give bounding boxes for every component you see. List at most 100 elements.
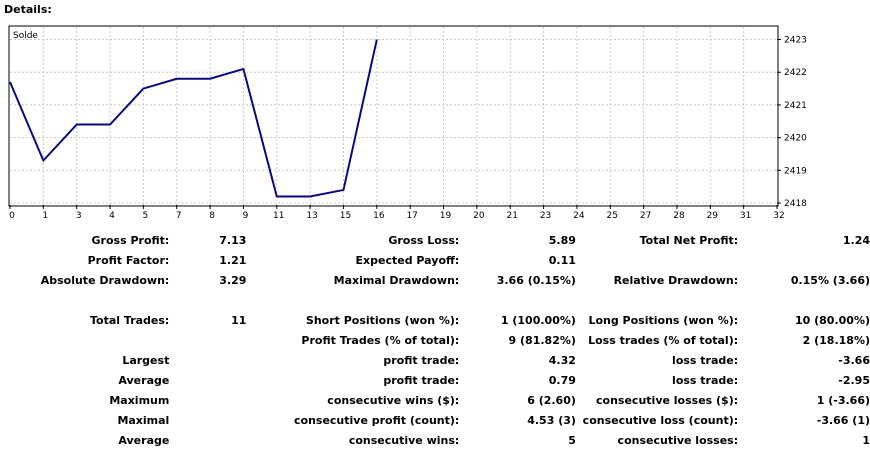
x-tick-label: 7 [176, 211, 182, 221]
average-consecutive-wins-value: 5 [568, 433, 576, 447]
long-positions-label: Long Positions (won %): [588, 313, 739, 327]
average-profit-trade-value: 0.79 [548, 373, 576, 387]
average-consecutive-losses-value: 1 [862, 433, 870, 447]
largest-loss-trade-value: -3.66 [838, 353, 870, 367]
expected-payoff-value: 0.11 [548, 253, 576, 267]
average-loss-trade-value: -2.95 [838, 373, 870, 387]
x-tick-label: 20 [473, 211, 485, 221]
y-tick-label: 2418 [784, 199, 807, 209]
details-title: Details: [4, 3, 52, 16]
chart-plot-area [8, 25, 779, 207]
maximal-label: Maximal [117, 413, 170, 427]
profit-trades-value: 9 (81.82%) [508, 333, 576, 347]
stats-row: Gross Profit: 7.13 Gross Loss: 5.89 Tota… [0, 230, 870, 250]
y-tick-label: 2419 [784, 166, 807, 176]
y-axis-ticks: 2423 2422 2421 2420 2419 2418 [777, 36, 807, 209]
x-tick-label: 1 [42, 211, 48, 221]
average-consecutive-label: Average [118, 433, 170, 447]
maximal-consecutive-loss-value: -3.66 (1) [816, 413, 870, 427]
x-tick-label: 16 [373, 211, 385, 221]
x-tick-label: 19 [440, 211, 452, 221]
x-tick-label: 8 [209, 211, 215, 221]
stats-row: Average consecutive wins: 5 consecutive … [0, 430, 870, 450]
stats-row: Total Trades: 11 Short Positions (won %)… [0, 310, 870, 330]
average-label: Average [118, 373, 170, 387]
x-tick-label: 32 [773, 211, 784, 221]
x-tick-label: 9 [243, 211, 249, 221]
x-tick-label: 23 [540, 211, 551, 221]
largest-profit-trade-label: profit trade: [383, 353, 460, 367]
average-profit-trade-label: profit trade: [383, 373, 460, 387]
profit-trades-label: Profit Trades (% of total): [301, 333, 460, 347]
max-consecutive-losses-label: consecutive losses ($): [596, 393, 739, 407]
maximal-consecutive-loss-label: consecutive loss (count): [582, 413, 739, 427]
total-trades-label: Total Trades: [90, 313, 170, 327]
chart-grid [10, 27, 777, 205]
x-tick-label: 17 [406, 211, 417, 221]
absolute-drawdown-label: Absolute Drawdown: [40, 273, 170, 287]
x-tick-label: 29 [707, 211, 719, 221]
y-tick-label: 2423 [784, 36, 807, 46]
relative-drawdown-label: Relative Drawdown: [613, 273, 739, 287]
short-positions-label: Short Positions (won %): [305, 313, 460, 327]
x-tick-label: 31 [740, 211, 751, 221]
maximal-consecutive-profit-label: consecutive profit (count): [294, 413, 460, 427]
profit-factor-label: Profit Factor: [87, 253, 170, 267]
average-consecutive-losses-label: consecutive losses: [617, 433, 739, 447]
x-tick-label: 5 [143, 211, 149, 221]
x-tick-label: 13 [306, 211, 317, 221]
stats-row: Average profit trade: 0.79 loss trade: -… [0, 370, 870, 390]
series-line-solde [9, 39, 378, 198]
x-tick-label: 3 [76, 211, 82, 221]
statistics-table: Gross Profit: 7.13 Gross Loss: 5.89 Tota… [0, 230, 870, 450]
stats-row: Maximum consecutive wins ($): 6 (2.60) c… [0, 390, 870, 410]
relative-drawdown-value: 0.15% (3.66) [790, 273, 870, 287]
loss-trades-value: 2 (18.18%) [802, 333, 870, 347]
absolute-drawdown-value: 3.29 [219, 273, 247, 287]
largest-loss-trade-label: loss trade: [672, 353, 739, 367]
stats-row: Maximal consecutive profit (count): 4.53… [0, 410, 870, 430]
y-tick-label: 2422 [784, 68, 807, 78]
max-consecutive-losses-value: 1 (-3.66) [816, 393, 870, 407]
max-consecutive-wins-label: consecutive wins ($): [327, 393, 460, 407]
y-tick-label: 2420 [784, 134, 807, 144]
x-tick-label: 0 [9, 211, 15, 221]
total-net-profit-label: Total Net Profit: [639, 233, 739, 247]
maximal-drawdown-value: 3.66 (0.15%) [496, 273, 576, 287]
loss-trades-label: Loss trades (% of total): [588, 333, 739, 347]
gross-loss-label: Gross Loss: [388, 233, 460, 247]
x-tick-label: 11 [273, 211, 284, 221]
stats-row: Profit Trades (% of total): 9 (81.82%) L… [0, 330, 870, 350]
total-trades-value: 11 [231, 313, 247, 327]
gross-profit-value: 7.13 [219, 233, 247, 247]
x-tick-label: 25 [607, 211, 618, 221]
maximal-consecutive-profit-value: 4.53 (3) [527, 413, 576, 427]
average-consecutive-wins-label: consecutive wins: [348, 433, 460, 447]
x-tick-label: 28 [673, 211, 685, 221]
stats-row: Profit Factor: 1.21 Expected Payoff: 0.1… [0, 250, 870, 270]
x-tick-label: 27 [640, 211, 651, 221]
maximum-label: Maximum [109, 393, 170, 407]
long-positions-value: 10 (80.00%) [794, 313, 870, 327]
average-loss-trade-label: loss trade: [672, 373, 739, 387]
x-tick-label: 4 [109, 211, 115, 221]
chart-series-label: Solde [13, 31, 38, 41]
short-positions-value: 1 (100.00%) [500, 313, 576, 327]
stats-row: Absolute Drawdown: 3.29 Maximal Drawdown… [0, 270, 870, 290]
maximal-drawdown-label: Maximal Drawdown: [333, 273, 460, 287]
x-axis-ticks: 0 1 3 4 5 7 8 9 11 13 15 16 17 19 20 21 23 24 25 27 28 29 31 32 [9, 205, 785, 221]
x-tick-label: 24 [573, 211, 585, 221]
gross-loss-value: 5.89 [548, 233, 576, 247]
y-tick-label: 2421 [784, 101, 807, 111]
total-net-profit-value: 1.24 [842, 233, 870, 247]
stats-row: Largest profit trade: 4.32 loss trade: -… [0, 350, 870, 370]
largest-label: Largest [122, 353, 170, 367]
largest-profit-trade-value: 4.32 [548, 353, 576, 367]
x-tick-label: 21 [506, 211, 517, 221]
x-tick-label: 15 [340, 211, 351, 221]
max-consecutive-wins-value: 6 (2.60) [527, 393, 576, 407]
profit-factor-value: 1.21 [219, 253, 247, 267]
expected-payoff-label: Expected Payoff: [355, 253, 460, 267]
gross-profit-label: Gross Profit: [91, 233, 170, 247]
